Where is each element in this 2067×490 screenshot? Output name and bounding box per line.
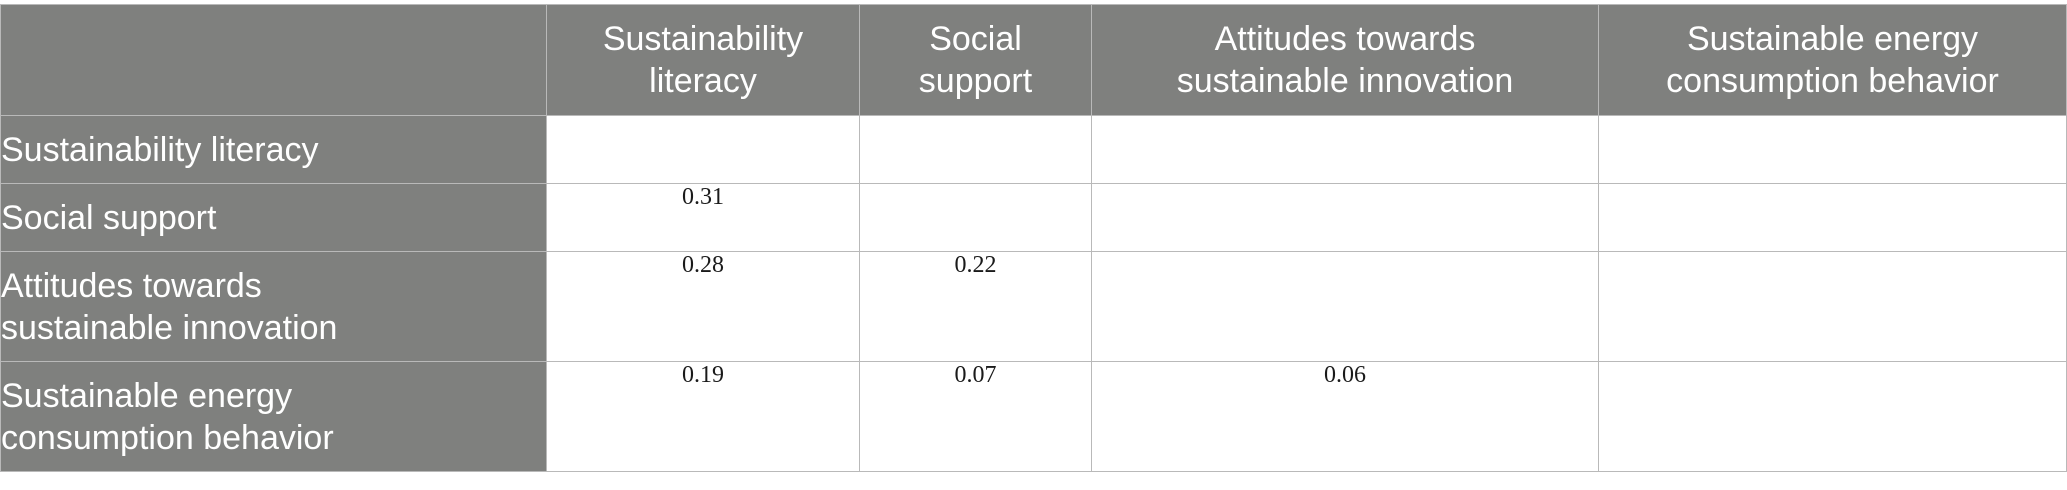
row-header-energy-behavior: Sustainable energy consumption behavior (0, 361, 547, 472)
table-row: Sustainable energy consumption behavior … (0, 361, 2067, 472)
correlation-table: Sustainability literacy Social support A… (0, 4, 2067, 472)
table-cell (1598, 183, 2067, 252)
row-header-attitudes: Attitudes towards sustainable innovation (0, 251, 547, 362)
table-cell (1598, 361, 2067, 472)
table-cell: 0.07 (859, 361, 1092, 472)
table-cell (859, 115, 1092, 184)
table-cell (1091, 251, 1599, 362)
table-cell: 0.19 (546, 361, 860, 472)
corner-cell (0, 4, 547, 116)
table-cell (546, 115, 860, 184)
table-cell: 0.31 (546, 183, 860, 252)
table-row: Attitudes towards sustainable innovation… (0, 251, 2067, 362)
table-cell: 0.28 (546, 251, 860, 362)
table-row: Sustainability literacy (0, 115, 2067, 184)
table-cell (1091, 183, 1599, 252)
column-header-attitudes: Attitudes towards sustainable innovation (1091, 4, 1599, 116)
table-row: Social support 0.31 (0, 183, 2067, 252)
row-header-social-support: Social support (0, 183, 547, 252)
row-header-sustainability-literacy: Sustainability literacy (0, 115, 547, 184)
table-cell (1091, 115, 1599, 184)
column-header-social-support: Social support (859, 4, 1092, 116)
table-cell (1598, 251, 2067, 362)
column-header-energy-behavior: Sustainable energy consumption behavior (1598, 4, 2067, 116)
header-row: Sustainability literacy Social support A… (0, 4, 2067, 116)
table-cell (859, 183, 1092, 252)
column-header-sustainability-literacy: Sustainability literacy (546, 4, 860, 116)
table-cell: 0.06 (1091, 361, 1599, 472)
table-cell (1598, 115, 2067, 184)
table-cell: 0.22 (859, 251, 1092, 362)
